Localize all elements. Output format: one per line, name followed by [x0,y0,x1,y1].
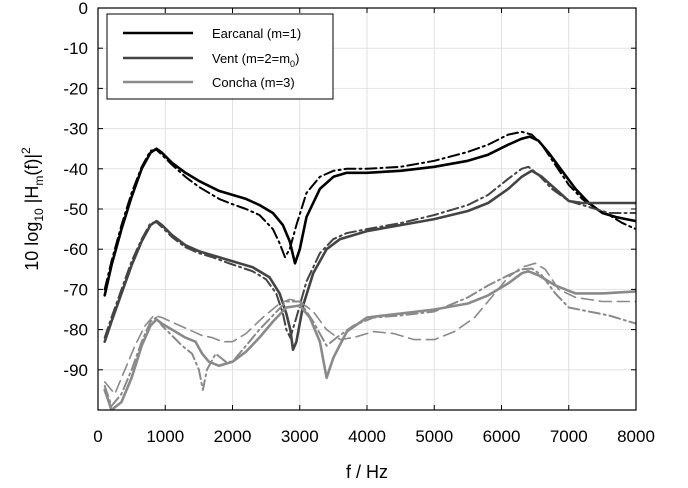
y-tick-label: -70 [63,280,88,299]
legend-entry-vent: Vent (m=2=m0) [212,51,299,69]
y-tick-label: -90 [63,361,88,380]
x-tick-labels: 0 1000 2000 3000 4000 5000 6000 7000 8000 [93,427,655,446]
y-axis-label: 10 log10 |Hm(f)|2 [19,147,46,271]
series-line-earcanal-solid [103,135,636,297]
series-line-earcanal-dashdot [103,130,636,291]
series-line-concha-dashdot [103,267,636,407]
legend-entry-concha: Concha (m=3) [212,75,295,90]
series-line-concha-dashed [103,262,636,395]
legend-box [106,13,334,100]
y-tick-label: -60 [63,240,88,259]
y-tick-label: 0 [79,0,88,18]
x-tick-label: 2000 [214,427,252,446]
y-tick-labels: 0 -10 -20 -30 -40 -50 -60 -70 -80 -90 [63,0,88,380]
y-tick-label: -30 [63,120,88,139]
x-axis-label: f / Hz [346,462,388,482]
x-tick-label: 1000 [146,427,184,446]
series-layer [103,130,636,410]
x-tick-label: 7000 [550,427,588,446]
x-tick-label: 0 [93,427,102,446]
legend-entry-earcanal: Earcanal (m=1) [212,26,301,41]
series-line-concha-solid [103,270,636,410]
series-line-vent-dashdot [103,165,636,339]
x-tick-label: 8000 [617,427,655,446]
y-tick-label: -40 [63,160,88,179]
y-tick-label: -80 [63,321,88,340]
x-tick-label: 6000 [483,427,521,446]
y-tick-label: -20 [63,79,88,98]
x-tick-label: 5000 [415,427,453,446]
x-tick-label: 3000 [281,427,319,446]
axis-ticks [97,7,637,410]
y-tick-label: -50 [63,200,88,219]
x-tick-label: 4000 [348,427,386,446]
legend: Earcanal (m=1) Vent (m=2=m0) Concha (m=3… [106,13,334,100]
y-tick-label: -10 [63,39,88,58]
